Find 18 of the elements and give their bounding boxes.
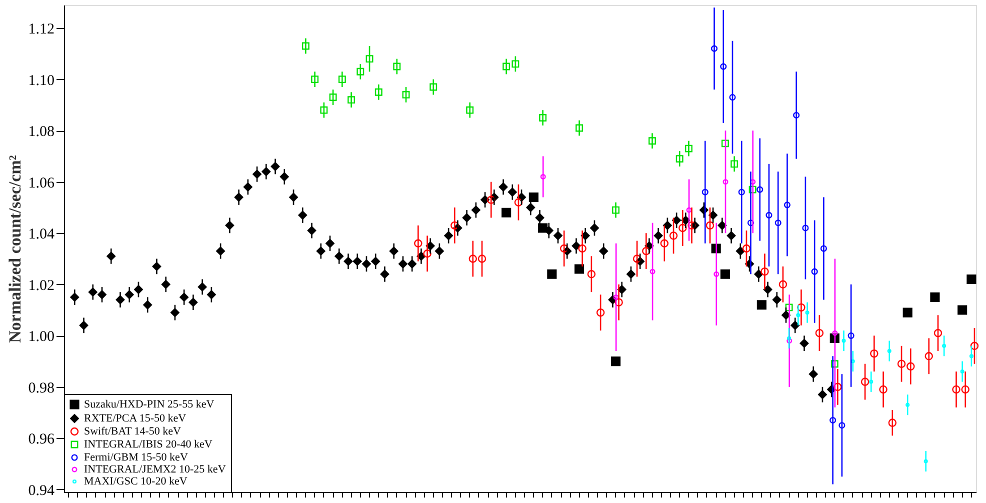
legend-label: Swift/BAT 14-50 keV — [84, 426, 182, 438]
legend-label: RXTE/PCA 15-50 keV — [84, 412, 186, 424]
y-tick-label: 1.08 — [28, 124, 54, 140]
y-tick-label: 0.98 — [28, 380, 54, 396]
y-tick-label: 1.02 — [28, 278, 54, 294]
y-tick-label: 0.94 — [28, 482, 55, 499]
legend-label: Fermi/GBM 15-50 keV — [84, 452, 188, 464]
y-tick-label: 1.04 — [28, 226, 55, 243]
y-tick-label: 1.10 — [28, 72, 54, 89]
legend-label: INTEGRAL/IBIS 20-40 keV — [84, 438, 212, 450]
y-tick-label: 1.12 — [28, 22, 54, 38]
y-tick-label: 0.96 — [28, 432, 55, 448]
legend-label: INTEGRAL/JEMX2 10-25 keV — [84, 464, 226, 476]
y-tick-label: 1.00 — [28, 329, 54, 346]
legend-label: MAXI/GSC 10-20 keV — [84, 476, 188, 488]
legend-label: Suzaku/HXD-PIN 25-55 keV — [84, 398, 214, 410]
y-axis-title: Normalized count/sec/cm² — [5, 155, 24, 343]
y-tick-label: 1.06 — [28, 175, 55, 192]
